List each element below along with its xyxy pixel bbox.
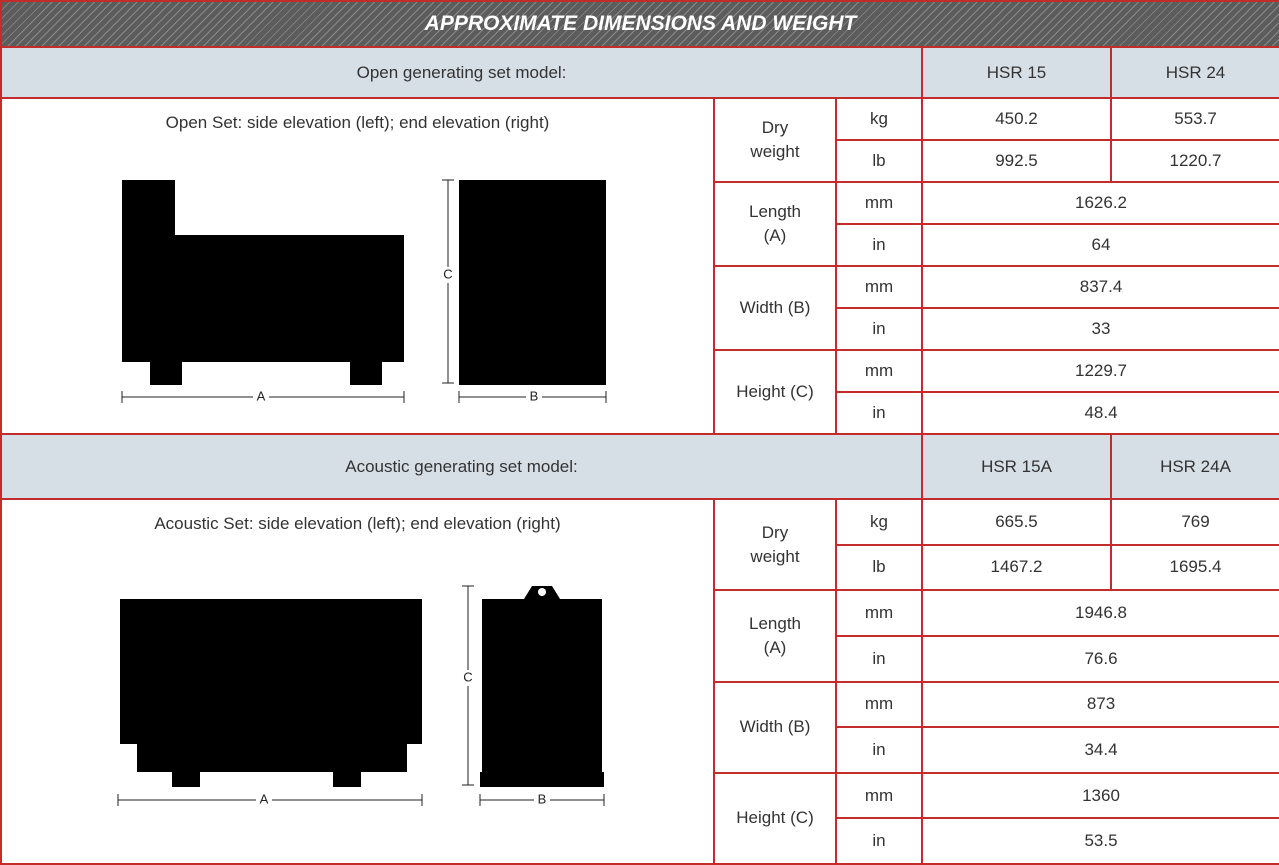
eye-hole [538, 588, 546, 596]
data-row: Acoustic Set: side elevation (left); end… [1, 499, 1279, 545]
dimension-label: B [538, 791, 547, 806]
row-label-text: Height (C) [736, 806, 813, 830]
value: 837.4 [922, 266, 1279, 308]
unit: mm [836, 590, 922, 636]
unit: in [836, 727, 922, 773]
value: 665.5 [922, 499, 1111, 545]
value: 48.4 [922, 392, 1279, 434]
skid [333, 770, 361, 787]
row-label-text: Width (B) [740, 296, 811, 320]
end-base [480, 772, 604, 787]
unit: mm [836, 182, 922, 224]
model-label: Open generating set model: [1, 47, 922, 98]
dimension-label: A [260, 791, 269, 806]
unit: kg [836, 98, 922, 140]
model-name: HSR 15A [922, 434, 1111, 499]
row-label-text: Length (A) [749, 612, 801, 660]
unit: mm [836, 773, 922, 819]
unit: lb [836, 545, 922, 591]
side-view [122, 180, 404, 385]
page: APPROXIMATE DIMENSIONS AND WEIGHTOpen ge… [0, 0, 1279, 863]
value: 450.2 [922, 98, 1111, 140]
value: 1946.8 [922, 590, 1279, 636]
value: 1467.2 [922, 545, 1111, 591]
side-view-base [137, 740, 407, 772]
value: 64 [922, 224, 1279, 266]
drawing: A B C [2, 500, 715, 865]
dimension-label: B [530, 388, 539, 403]
value: 1695.4 [1111, 545, 1279, 591]
row-label-text: Length (A) [749, 200, 801, 248]
model-name: HSR 15 [922, 47, 1111, 98]
row-label: Dry weight [714, 98, 836, 182]
dimension-label: A [257, 388, 266, 403]
value: 553.7 [1111, 98, 1279, 140]
dimension-label: C [443, 266, 452, 281]
table-title: APPROXIMATE DIMENSIONS AND WEIGHT [1, 1, 1279, 47]
unit: in [836, 636, 922, 682]
row-label-text: Height (C) [736, 380, 813, 404]
model-header-row: Open generating set model:HSR 15HSR 24 [1, 47, 1279, 98]
data-row: Open Set: side elevation (left); end ele… [1, 98, 1279, 140]
row-label: Width (B) [714, 682, 836, 773]
unit: in [836, 818, 922, 864]
value: 76.6 [922, 636, 1279, 682]
value: 53.5 [922, 818, 1279, 864]
row-label: Length (A) [714, 182, 836, 266]
end-view [482, 599, 602, 774]
drawing-cell: Open Set: side elevation (left); end ele… [1, 98, 714, 434]
title-row: APPROXIMATE DIMENSIONS AND WEIGHT [1, 1, 1279, 47]
dimensions-table: APPROXIMATE DIMENSIONS AND WEIGHTOpen ge… [0, 0, 1279, 865]
unit: lb [836, 140, 922, 182]
end-view [459, 180, 606, 385]
model-name: HSR 24A [1111, 434, 1279, 499]
row-label: Height (C) [714, 773, 836, 864]
value: 33 [922, 308, 1279, 350]
row-label: Length (A) [714, 590, 836, 681]
row-label-text: Width (B) [740, 715, 811, 739]
row-label: Dry weight [714, 499, 836, 590]
model-name: HSR 24 [1111, 47, 1279, 98]
value: 1229.7 [922, 350, 1279, 392]
unit: mm [836, 682, 922, 728]
row-label-text: Dry weight [750, 116, 799, 164]
unit: in [836, 308, 922, 350]
drawing-cell: Acoustic Set: side elevation (left); end… [1, 499, 714, 864]
value: 769 [1111, 499, 1279, 545]
value: 1220.7 [1111, 140, 1279, 182]
dimension-label: C [463, 669, 472, 684]
drawing: A B C [2, 99, 715, 435]
value: 873 [922, 682, 1279, 728]
row-label: Height (C) [714, 350, 836, 434]
unit: mm [836, 266, 922, 308]
value: 34.4 [922, 727, 1279, 773]
row-label-text: Dry weight [750, 521, 799, 569]
value: 1626.2 [922, 182, 1279, 224]
unit: in [836, 392, 922, 434]
side-view [120, 599, 422, 744]
value: 992.5 [922, 140, 1111, 182]
unit: mm [836, 350, 922, 392]
skid [172, 770, 200, 787]
model-label: Acoustic generating set model: [1, 434, 922, 499]
row-label: Width (B) [714, 266, 836, 350]
unit: in [836, 224, 922, 266]
unit: kg [836, 499, 922, 545]
value: 1360 [922, 773, 1279, 819]
